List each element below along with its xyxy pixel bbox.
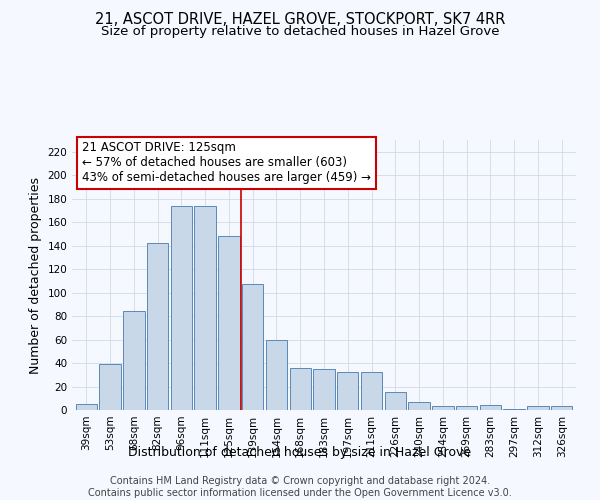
Text: Size of property relative to detached houses in Hazel Grove: Size of property relative to detached ho… [101, 25, 499, 38]
Bar [100, 364, 121, 410]
Bar [170, 206, 192, 410]
Text: 21, ASCOT DRIVE, HAZEL GROVE, STOCKPORT, SK7 4RR: 21, ASCOT DRIVE, HAZEL GROVE, STOCKPORT,… [95, 12, 505, 28]
Bar [123, 312, 145, 410]
Y-axis label: Number of detached properties: Number of detached properties [29, 176, 42, 374]
Bar [551, 406, 572, 410]
Bar [313, 369, 335, 410]
Bar [503, 409, 525, 410]
Bar [527, 406, 548, 410]
Bar [337, 372, 358, 410]
Text: Contains HM Land Registry data © Crown copyright and database right 2024.
Contai: Contains HM Land Registry data © Crown c… [88, 476, 512, 498]
Bar [480, 406, 501, 410]
Bar [242, 284, 263, 410]
Bar [385, 392, 406, 410]
Bar [456, 406, 478, 410]
Bar [361, 372, 382, 410]
Bar [432, 406, 454, 410]
Text: 21 ASCOT DRIVE: 125sqm
← 57% of detached houses are smaller (603)
43% of semi-de: 21 ASCOT DRIVE: 125sqm ← 57% of detached… [82, 142, 371, 184]
Text: Distribution of detached houses by size in Hazel Grove: Distribution of detached houses by size … [128, 446, 472, 459]
Bar [409, 402, 430, 410]
Bar [218, 236, 239, 410]
Bar [147, 244, 168, 410]
Bar [290, 368, 311, 410]
Bar [76, 404, 97, 410]
Bar [266, 340, 287, 410]
Bar [194, 206, 216, 410]
